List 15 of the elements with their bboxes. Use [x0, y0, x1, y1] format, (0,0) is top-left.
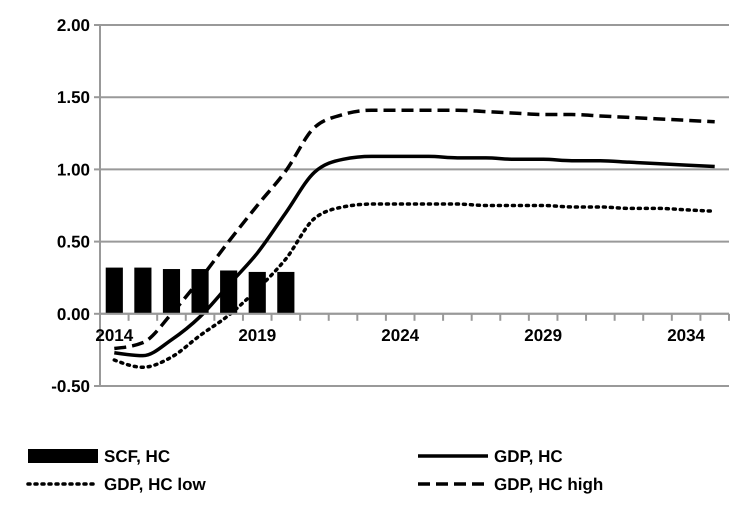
y-tick-label: 0.00 [56, 304, 90, 324]
legend-label: GDP, HC high [494, 474, 604, 494]
y-tick-label: 0.50 [56, 232, 90, 252]
x-tick-label: 2024 [381, 326, 420, 345]
y-tick-label: 1.00 [56, 160, 90, 180]
x-tick-label: 2029 [524, 326, 562, 345]
x-tick-label: 2034 [667, 326, 706, 345]
legend-label: GDP, HC [494, 446, 563, 466]
legend-label: GDP, HC low [104, 474, 206, 494]
legend-label: SCF, HC [104, 446, 170, 466]
x-tick-label: 2014 [95, 326, 134, 345]
y-tick-label: -0.50 [51, 376, 90, 396]
y-tick-label: 2.00 [56, 16, 90, 35]
y-tick-label: 1.50 [56, 88, 90, 108]
x-tick-label: 2019 [238, 326, 276, 345]
